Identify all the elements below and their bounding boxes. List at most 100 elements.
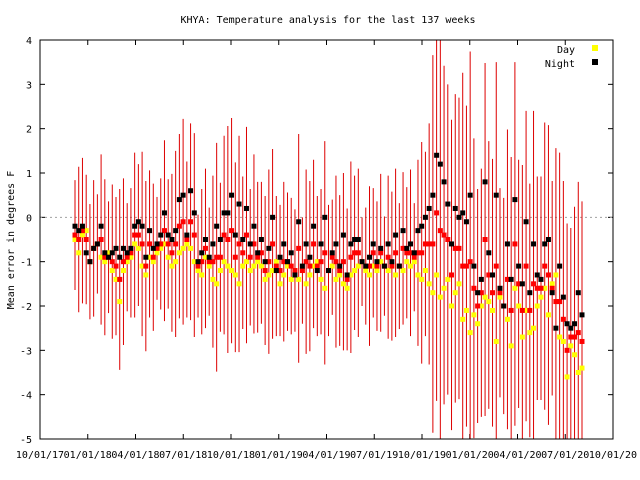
night-point [493, 192, 499, 198]
mean-point [486, 272, 492, 278]
day-point [374, 268, 380, 274]
mean-point [344, 276, 350, 282]
night-point [135, 219, 141, 225]
mean-point [124, 254, 130, 260]
mean-point [531, 281, 537, 287]
day-point [270, 268, 276, 274]
mean-point [545, 272, 551, 278]
day-point [76, 250, 82, 256]
night-point [76, 228, 82, 234]
night-point [516, 263, 522, 269]
day-point [344, 285, 350, 291]
mean-point [79, 228, 85, 234]
day-point [452, 290, 458, 296]
mean-point [113, 263, 119, 269]
mean-point [575, 330, 581, 336]
night-point [191, 210, 197, 216]
y-tick-label: 3 [26, 80, 32, 91]
night-point [284, 259, 290, 265]
mean-point [195, 263, 201, 269]
day-point [430, 290, 436, 296]
day-point [169, 263, 175, 269]
mean-point [456, 245, 462, 251]
day-point [188, 245, 194, 251]
mean-point [452, 245, 458, 251]
day-point [568, 343, 574, 349]
y-tick-label: 0 [26, 213, 32, 224]
night-point [165, 232, 171, 238]
day-point [284, 263, 290, 269]
day-point [102, 259, 108, 265]
day-point [191, 259, 197, 265]
mean-point [132, 232, 138, 238]
x-tick-label: 01/01/18 [64, 450, 112, 461]
mean-point [534, 285, 540, 291]
day-point [106, 250, 112, 256]
day-point [553, 272, 559, 278]
night-point [437, 161, 443, 167]
mean-point [173, 241, 179, 247]
night-point [326, 268, 331, 274]
mean-point [307, 263, 313, 269]
mean-point [393, 250, 399, 256]
night-point [150, 245, 156, 251]
mean-point [143, 263, 149, 269]
night-point [393, 232, 399, 238]
x-tick-label: 10/01/17 [16, 450, 64, 461]
night-point [344, 272, 350, 278]
night-point [147, 228, 153, 234]
day-point [258, 263, 264, 269]
night-point [106, 254, 112, 260]
night-point [229, 192, 235, 198]
day-point [311, 263, 317, 269]
day-point [579, 365, 585, 371]
night-point [288, 250, 294, 256]
night-point [355, 237, 361, 242]
legend: Day Night [545, 45, 598, 70]
night-point [490, 272, 496, 278]
mean-point [497, 290, 503, 296]
mean-point [445, 237, 451, 242]
plot-frame [39, 39, 614, 440]
mean-point [221, 232, 227, 238]
night-point [102, 250, 108, 256]
mean-point [579, 338, 585, 344]
mean-point [184, 237, 190, 242]
mean-point [314, 263, 320, 269]
mean-point [482, 237, 488, 242]
night-point [87, 259, 93, 265]
day-point [199, 272, 205, 278]
mean-point [538, 285, 544, 291]
mean-point [475, 303, 481, 309]
night-point [109, 250, 115, 256]
x-tick-label: 04/01/19 [302, 450, 350, 461]
day-point [255, 259, 261, 265]
night-point [217, 237, 223, 242]
day-point [117, 299, 123, 305]
day-point [411, 259, 417, 265]
night-point [247, 241, 253, 247]
night-point [173, 228, 179, 234]
day-point [303, 281, 309, 287]
day-point [572, 352, 578, 358]
night-point [363, 263, 369, 269]
night-point [139, 223, 145, 229]
night-point [154, 241, 160, 247]
mean-point [340, 259, 346, 265]
mean-point [165, 241, 171, 247]
night-point [251, 223, 257, 229]
mean-point [303, 259, 309, 265]
mean-point [72, 232, 78, 238]
night-point [225, 210, 231, 216]
x-tick-label: 07/01/19 [350, 450, 398, 461]
night-point [243, 205, 249, 211]
day-point [415, 272, 421, 278]
y-tick-label: -4 [20, 391, 32, 402]
night-point [367, 254, 373, 260]
day-point [404, 259, 410, 265]
mean-point [98, 237, 104, 242]
night-point [426, 205, 432, 211]
day-point [441, 285, 447, 291]
night-point [184, 232, 190, 238]
mean-point [527, 307, 533, 313]
